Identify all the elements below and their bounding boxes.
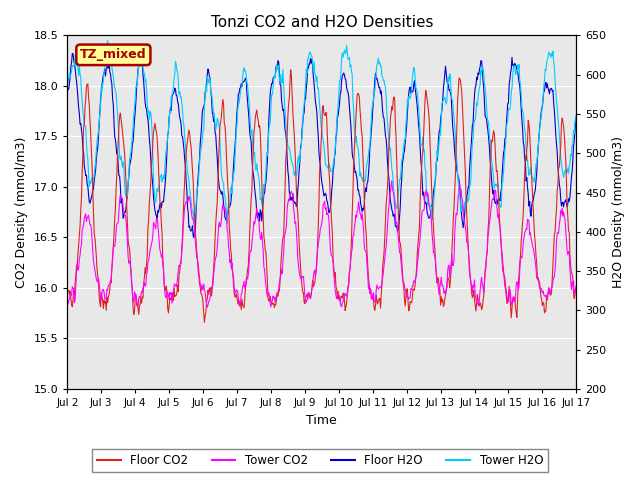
Y-axis label: H2O Density (mmol/m3): H2O Density (mmol/m3) bbox=[612, 136, 625, 288]
Legend: Floor CO2, Tower CO2, Floor H2O, Tower H2O: Floor CO2, Tower CO2, Floor H2O, Tower H… bbox=[92, 449, 548, 472]
X-axis label: Time: Time bbox=[307, 414, 337, 427]
Text: TZ_mixed: TZ_mixed bbox=[80, 48, 147, 61]
Y-axis label: CO2 Density (mmol/m3): CO2 Density (mmol/m3) bbox=[15, 136, 28, 288]
Title: Tonzi CO2 and H2O Densities: Tonzi CO2 and H2O Densities bbox=[211, 15, 433, 30]
